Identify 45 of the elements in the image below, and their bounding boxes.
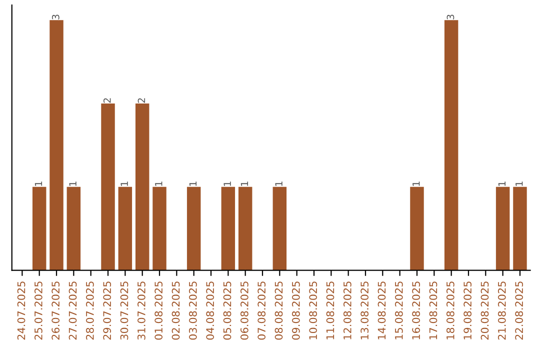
data-label: 2: [103, 98, 111, 103]
data-label: 1: [516, 182, 523, 186]
data-label: 3: [52, 14, 60, 20]
data-label: 2: [138, 98, 146, 103]
x-tick-label: 17.08.2025: [429, 282, 438, 340]
x-tick-label: 24.07.2025: [17, 282, 26, 340]
x-tick-label: 28.07.2025: [86, 282, 94, 340]
x-tick-label: 04.08.2025: [206, 282, 214, 340]
data-label: 1: [155, 182, 162, 186]
x-tick-label: 11.08.2025: [326, 282, 334, 340]
x-tick-label: 15.08.2025: [394, 282, 403, 340]
x-tick-label: 06.08.2025: [240, 282, 248, 340]
x-tick-label: 05.08.2025: [223, 282, 232, 340]
data-label: 1: [412, 182, 420, 186]
data-label: 1: [498, 182, 506, 186]
x-tick-label: 27.07.2025: [68, 282, 77, 340]
data-label: 1: [120, 182, 128, 186]
x-tick-label: 12.08.2025: [343, 282, 352, 340]
x-tick-label: 29.07.2025: [103, 282, 112, 340]
x-tick-label: 13.08.2025: [360, 282, 369, 340]
x-tick-label: 22.08.2025: [515, 282, 524, 340]
x-tick-label: 14.08.2025: [378, 282, 386, 340]
x-tick-label: 26.07.2025: [52, 282, 60, 340]
data-label: 1: [34, 182, 42, 186]
x-tick-label: 31.07.2025: [137, 282, 146, 340]
x-tick-label: 20.08.2025: [480, 282, 489, 340]
x-tick-label: 02.08.2025: [172, 282, 180, 340]
x-tick-label: 21.08.2025: [498, 282, 506, 340]
x-tick-label: 09.08.2025: [292, 282, 300, 340]
data-label: 1: [224, 182, 231, 186]
x-tick-label: 19.08.2025: [464, 282, 472, 340]
data-label: 1: [189, 182, 197, 186]
x-tick-label: 30.07.2025: [120, 282, 128, 340]
data-label: 3: [446, 14, 454, 20]
data-label: 1: [240, 182, 248, 186]
x-tick-label: 08.08.2025: [274, 282, 283, 340]
x-tick-label: 01.08.2025: [154, 282, 163, 340]
x-tick-label: 18.08.2025: [446, 282, 454, 340]
data-label: 1: [69, 182, 76, 186]
x-tick-label: 25.07.2025: [34, 282, 42, 340]
x-tick-label: 07.08.2025: [258, 282, 266, 340]
data-label: 1: [275, 182, 282, 186]
x-tick-label: 10.08.2025: [309, 282, 318, 340]
x-tick-label: 03.08.2025: [188, 282, 197, 340]
x-tick-label: 16.08.2025: [412, 282, 420, 340]
